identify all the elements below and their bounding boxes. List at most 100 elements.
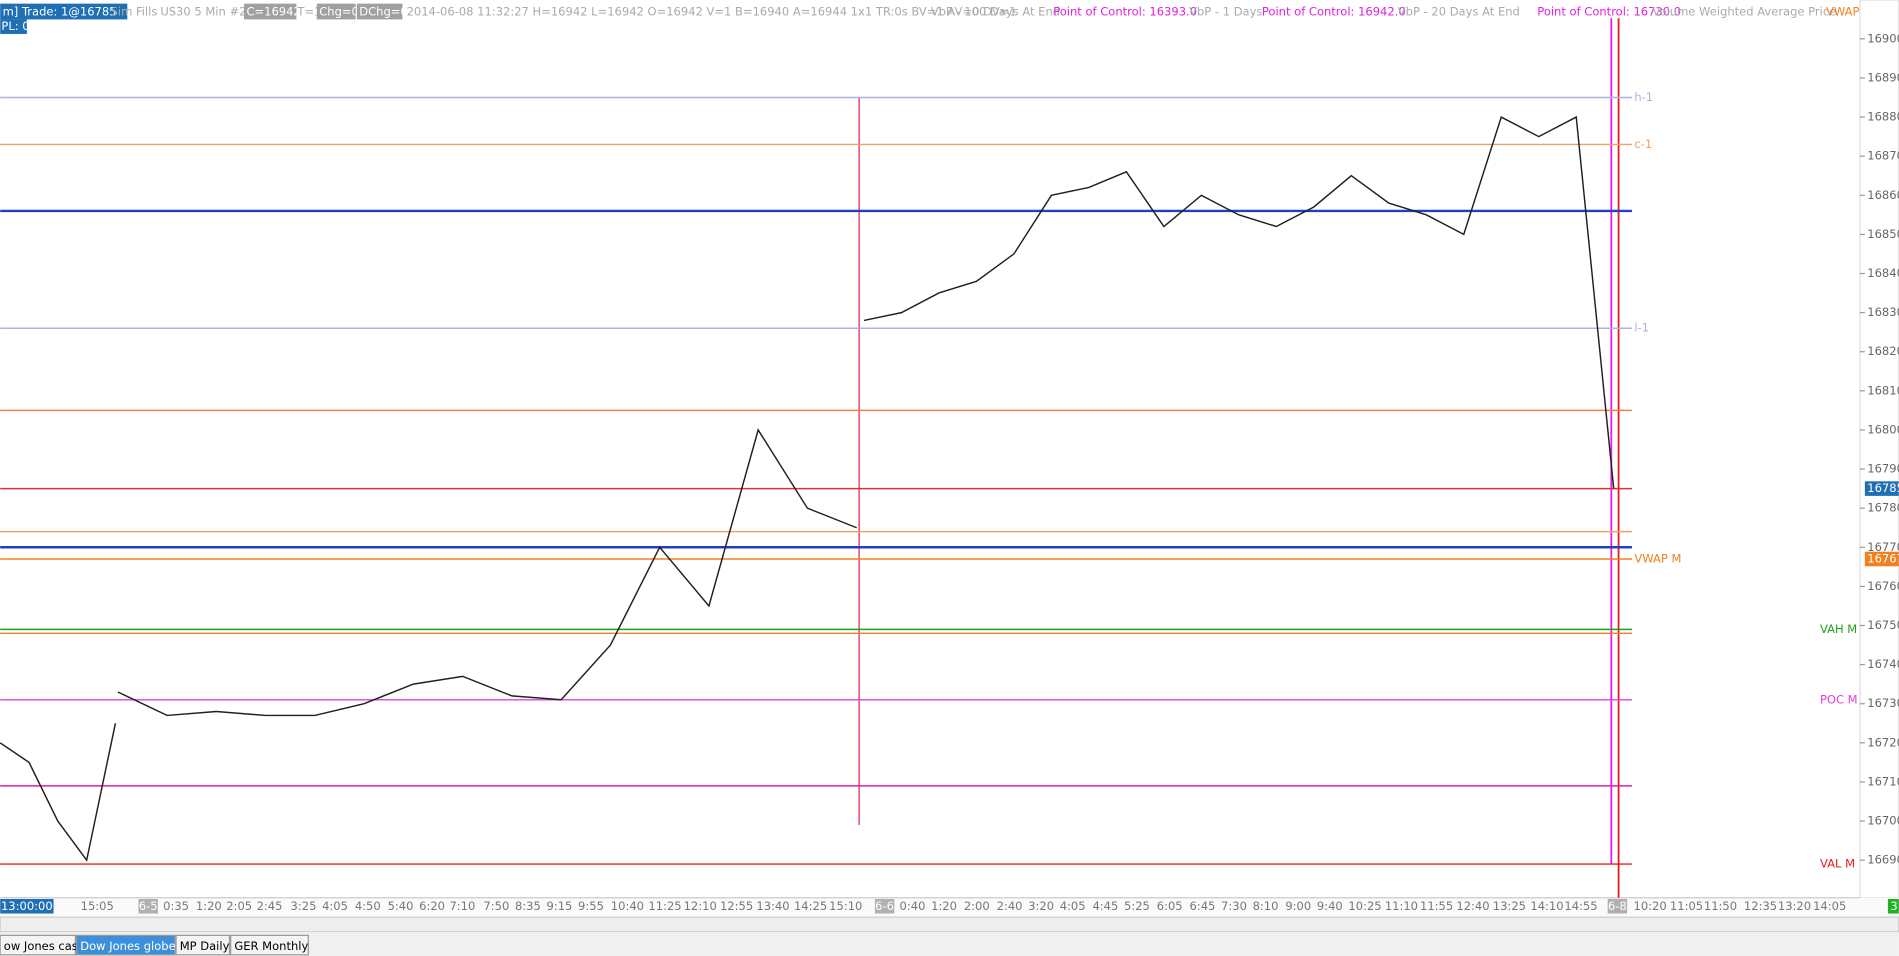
x-tick-label: 13:20 (1778, 899, 1811, 913)
x-tick-label: 11:50 (1704, 899, 1737, 913)
header-item: Point of Control: 16393.0 (1053, 5, 1197, 19)
x-tick-label: 9:15 (547, 899, 573, 913)
level-label: POC M (1820, 692, 1858, 706)
level-label: c-1 (1634, 137, 1652, 151)
level-label: VAH M (1820, 622, 1857, 636)
x-tick-label: 3:20 (1028, 899, 1054, 913)
price-marker-label: 16785 (1867, 481, 1899, 495)
header-item: Volume Weighted Average Price (1653, 5, 1837, 19)
x-tick-label: 14:55 (1564, 899, 1597, 913)
header-item: US30 5 Min #2 (160, 5, 246, 19)
y-tick-label: 16870 (1867, 149, 1899, 163)
y-tick-label: 16890 (1867, 70, 1899, 84)
y-tick-label: 16800 (1867, 422, 1899, 436)
tab-label[interactable]: MP Daily (180, 939, 230, 953)
y-tick-label: 16900 (1867, 31, 1899, 45)
y-tick-label: 16820 (1867, 344, 1899, 358)
x-tick-label: 6:45 (1190, 899, 1216, 913)
y-tick-label: 16770 (1867, 540, 1899, 554)
header-badge (0, 3, 128, 20)
level-label: h-1 (1634, 90, 1653, 104)
x-tick-label: 9:00 (1285, 899, 1311, 913)
x-tick-label: 1:20 (196, 899, 222, 913)
y-tick-label: 16760 (1867, 579, 1899, 593)
x-tick-label: 6-5 (139, 899, 158, 913)
x-tick-label: 7:50 (483, 899, 509, 913)
time-badge (0, 898, 54, 914)
header-item: VbP - 1 Days (1189, 5, 1262, 19)
y-tick-label: 16740 (1867, 657, 1899, 671)
x-tick-label: 12:40 (1456, 899, 1489, 913)
y-tick-label: 16710 (1867, 774, 1899, 788)
price-line (863, 115, 1615, 489)
x-tick-label: 10:25 (1348, 899, 1381, 913)
time-badge (138, 898, 158, 914)
header-item: Sim Fills (111, 5, 158, 19)
level-label: VWAP M (1634, 552, 1681, 566)
y-tick-label: 16690 (1867, 853, 1899, 867)
x-tick-label: 14:05 (1813, 899, 1846, 913)
tab-label[interactable]: Dow Jones globex (80, 939, 182, 953)
x-tick-label: 11:25 (648, 899, 681, 913)
x-tick-label: 5:40 (388, 899, 414, 913)
y-tick-label: 16720 (1867, 735, 1899, 749)
level-label: VAL M (1820, 857, 1855, 871)
x-tick-label: 6:20 (419, 899, 445, 913)
x-tick-label: 6:05 (1157, 899, 1183, 913)
header-badge (244, 3, 297, 20)
header-item: m] Trade: 1@16785 (3, 5, 117, 19)
x-tick-label: 7:30 (1221, 899, 1247, 913)
y-tick-label: 16810 (1867, 383, 1899, 397)
x-tick-label: 6-8 (1608, 899, 1627, 913)
y-tick-label: 16700 (1867, 814, 1899, 828)
x-tick-label: 0:40 (900, 899, 926, 913)
tab[interactable] (0, 934, 76, 956)
x-tick-label: 12:55 (720, 899, 753, 913)
header-item: VbP - 100 Days At End (931, 5, 1060, 19)
header-item: Chg=0 (319, 5, 359, 19)
tab[interactable] (175, 934, 231, 956)
y-tick-label: 16790 (1867, 462, 1899, 476)
x-tick-label: 11:55 (1420, 899, 1453, 913)
header-badge (316, 3, 356, 20)
x-tick-label: 9:55 (578, 899, 604, 913)
tab[interactable] (75, 934, 176, 956)
header-item: 2014-06-08 11:32:27 H=16942 L=16942 O=16… (407, 5, 1017, 19)
header-item: Point of Control: 16942.0 (1262, 5, 1406, 19)
time-badge (874, 898, 895, 914)
price-marker (1864, 551, 1899, 567)
x-tick-label: 6-6 (875, 899, 894, 913)
x-tick-label: 5:25 (1124, 899, 1150, 913)
header-item: T=1 (296, 5, 321, 19)
x-tick-label: 4:45 (1092, 899, 1118, 913)
x-tick-label: 4:50 (355, 899, 381, 913)
x-tick-label: 8:10 (1253, 899, 1279, 913)
x-tick-label: 10:40 (611, 899, 644, 913)
tab[interactable] (230, 934, 309, 956)
corner-badge (1887, 898, 1899, 914)
x-tick-label: 15:10 (829, 899, 862, 913)
pl-label: PL: 0P (1, 19, 36, 33)
y-tick-label: 16860 (1867, 188, 1899, 202)
x-tick-label: 4:05 (1060, 899, 1086, 913)
scrollbar[interactable] (0, 916, 1899, 933)
header-item: Point of Control: 16730.0 (1537, 5, 1681, 19)
header-item: DChg=0 (359, 5, 408, 19)
x-tick-label: 11:10 (1385, 899, 1418, 913)
x-tick-label: 13:00:00 (1, 899, 53, 913)
x-tick-label: 7:10 (449, 899, 475, 913)
tab-label[interactable]: ow Jones cash (4, 939, 85, 953)
x-tick-label: 2:00 (964, 899, 990, 913)
header-badge (356, 3, 403, 20)
x-tick-label: 2:45 (257, 899, 283, 913)
y-tick-label: 16780 (1867, 501, 1899, 515)
x-tick-label: 11:05 (1670, 899, 1703, 913)
price-line (117, 428, 857, 717)
price-marker (1864, 481, 1899, 496)
x-tick-label: 14:25 (794, 899, 827, 913)
tab-label[interactable]: GER Monthly (234, 939, 308, 953)
x-tick-label: 4:05 (322, 899, 348, 913)
x-tick-label: 1:20 (931, 899, 957, 913)
x-tick-label: 12:35 (1744, 899, 1777, 913)
